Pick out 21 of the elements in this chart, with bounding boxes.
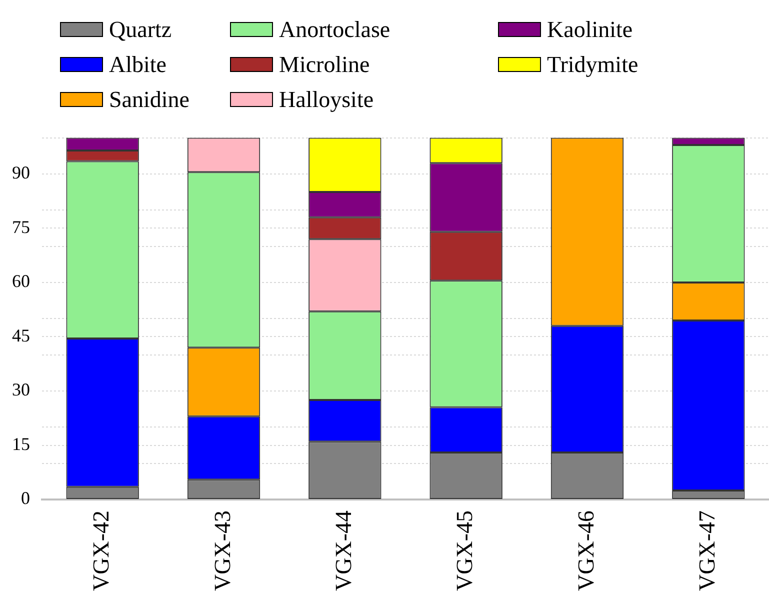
legend-label: Anortoclase	[279, 16, 390, 42]
y-tick-label: 45	[12, 325, 30, 346]
legend-label: Sanidine	[109, 86, 190, 112]
x-tick-label: VGX-44	[330, 510, 356, 592]
y-tick-label: 60	[12, 271, 30, 292]
legend-label: Microline	[279, 52, 370, 78]
legend-label: Tridymite	[547, 52, 638, 78]
legend-label: Quartz	[109, 16, 172, 42]
y-tick-label: 30	[12, 380, 30, 400]
y-tick-label: 0	[21, 488, 30, 508]
legend-label: Kaolinite	[547, 16, 633, 42]
x-tick-label: VGX-45	[452, 510, 478, 592]
x-tick-label: VGX-47	[694, 510, 720, 592]
y-tick-label: 75	[12, 216, 30, 237]
x-tick-label: VGX-43	[210, 510, 235, 592]
y-tick-label: 90	[12, 162, 30, 183]
x-tick-label: VGX-46	[573, 510, 598, 592]
legend-label: Halloysite	[279, 86, 374, 112]
y-tick-label: 15	[12, 434, 30, 454]
legend-label: Albite	[109, 52, 166, 78]
x-tick-label: VGX-42	[88, 510, 114, 592]
